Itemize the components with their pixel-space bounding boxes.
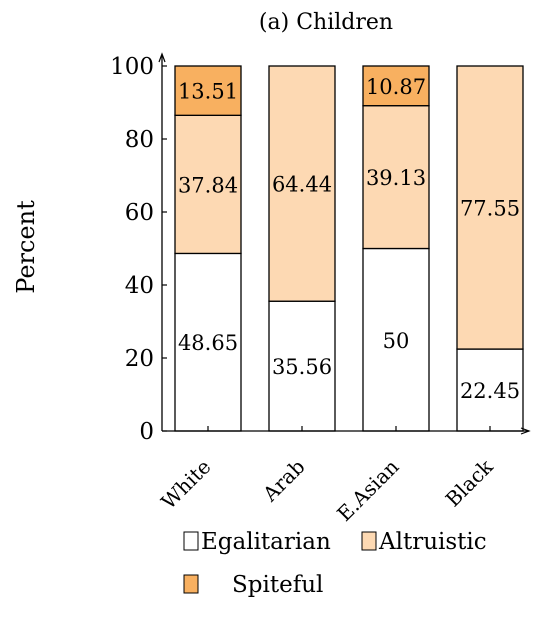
legend-swatch-egalitarian [183, 531, 199, 551]
legend: Egalitarian Altruistic Spiteful [183, 529, 487, 598]
y-tick-label: 0 [139, 419, 154, 445]
bar-segment-spiteful-easian [362, 65, 430, 107]
legend-label-egalitarian: Egalitarian [201, 529, 331, 555]
chart-title: (a) Children [259, 10, 393, 35]
legend-label-spiteful: Spiteful [232, 572, 323, 598]
bars-layer: 48.65 37.84 13.51 35.56 64.44 50 39.13 10.87 22.… [174, 65, 524, 432]
legend-swatch-altruistic [361, 531, 377, 551]
legend-label-altruistic: Altruistic [378, 529, 487, 555]
data-label: 13.51 [178, 80, 238, 104]
bar-segment-altruistic-arab [268, 65, 336, 302]
y-tick-label: 100 [110, 54, 154, 80]
x-tick-label: White [156, 455, 215, 514]
bar-segment-egalitarian-arab [268, 300, 336, 432]
data-label: 64.44 [272, 173, 332, 197]
bar-segment-egalitarian-easian [362, 247, 430, 432]
legend-swatch-spiteful [183, 574, 199, 594]
y-axis-arrow [158, 52, 166, 63]
y-tick-label: 80 [125, 127, 154, 153]
x-tick-label: E.Asian [332, 454, 403, 525]
bar-segment-egalitarian-white [174, 252, 242, 432]
bar-segment-spiteful-white [174, 65, 242, 116]
x-tick-label: Arab [257, 455, 309, 507]
bar-segment-altruistic-white [174, 114, 242, 255]
data-label: 10.87 [366, 75, 426, 99]
data-label: 77.55 [460, 197, 520, 221]
y-tick-label: 40 [125, 273, 154, 299]
data-label: 39.13 [366, 166, 426, 190]
data-label: 50 [383, 329, 410, 353]
data-label: 35.56 [272, 355, 332, 379]
y-axis-label: Percent [12, 200, 40, 294]
x-tick-label: Black [441, 454, 498, 511]
bar-segment-altruistic-black [456, 65, 524, 350]
data-label: 37.84 [178, 173, 238, 197]
data-label: 48.65 [178, 331, 238, 355]
data-label: 22.45 [460, 379, 520, 403]
y-tick-label: 60 [125, 200, 154, 226]
x-axis-arrow [520, 427, 531, 435]
bar-segment-altruistic-easian [362, 105, 430, 250]
y-tick-label: 20 [125, 346, 154, 372]
